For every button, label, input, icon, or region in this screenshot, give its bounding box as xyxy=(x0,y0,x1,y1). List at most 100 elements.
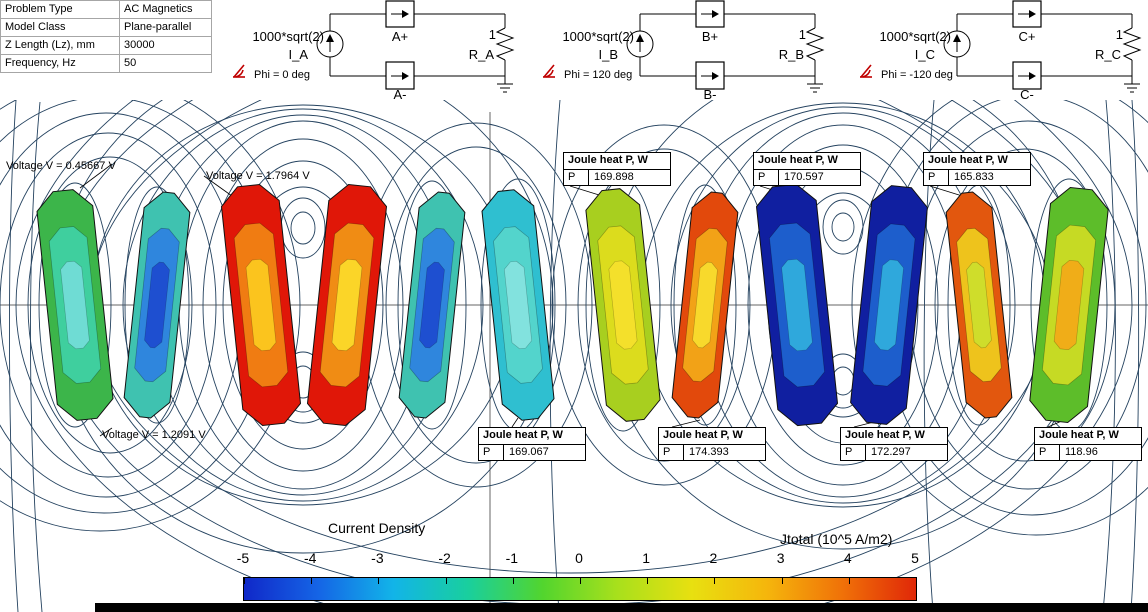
busbar[interactable] xyxy=(755,183,840,428)
legend-tick-mark xyxy=(378,578,380,584)
table-row: Frequency, Hz 50 xyxy=(1,55,212,73)
circuit-wires xyxy=(956,13,1133,84)
field-contours xyxy=(0,100,1148,612)
bottom-terminal-label: B- xyxy=(704,87,717,100)
phase-angle-label: Phi = -120 deg xyxy=(881,69,953,81)
bottom-terminal-label: C- xyxy=(1020,87,1034,100)
joule-param: P xyxy=(924,170,949,185)
joule-value: 118.96 xyxy=(1065,446,1098,458)
joule-heat-title: Joule heat P, W xyxy=(564,153,670,170)
joule-value: 165.833 xyxy=(954,171,994,183)
current-source-icon xyxy=(626,30,654,58)
source-value-label: 1000*sqrt(2) xyxy=(252,29,324,44)
circuit-phase-b: 1000*sqrt(2) I_B Phi = 120 deg B+ B- 1 R… xyxy=(543,0,825,100)
legend-tick-mark xyxy=(714,578,716,584)
busbar[interactable] xyxy=(306,183,389,428)
ground-icon xyxy=(807,83,823,93)
voltage-label[interactable]: Voltage V = 1.7964 V xyxy=(206,170,310,182)
joule-value: 169.067 xyxy=(509,446,549,458)
conductor-block-bottom-icon xyxy=(695,61,725,90)
busbar[interactable] xyxy=(849,184,930,427)
voltage-label[interactable]: Voltage V = 1.2091 V xyxy=(102,429,206,441)
resistor-icon xyxy=(1122,27,1142,61)
row-label: Problem Type xyxy=(1,1,120,18)
legend-tick: -5 xyxy=(236,550,250,566)
resistor-icon xyxy=(495,27,515,61)
top-terminal-label: A+ xyxy=(392,29,408,44)
busbar[interactable] xyxy=(480,188,556,422)
joule-heat-label[interactable]: Joule heat P, W P 165.833 xyxy=(923,152,1031,186)
joule-heat-title: Joule heat P, W xyxy=(924,153,1030,170)
resistor-value-label: 1 xyxy=(489,27,496,42)
joule-param: P xyxy=(841,445,866,460)
joule-heat-title: Joule heat P, W xyxy=(841,428,947,445)
resistor-icon xyxy=(805,27,825,61)
phase-angle-icon xyxy=(543,64,555,78)
joule-heat-label[interactable]: Joule heat P, W P 169.067 xyxy=(478,427,586,461)
joule-heat-label[interactable]: Joule heat P, W P 172.297 xyxy=(840,427,948,461)
current-source-icon xyxy=(943,30,971,58)
legend-tick: -3 xyxy=(371,550,384,566)
legend-tick-mark xyxy=(848,578,850,584)
ground-icon xyxy=(497,83,513,93)
resistor-value-label: 1 xyxy=(799,27,806,42)
joule-heat-label[interactable]: Joule heat P, W P 169.898 xyxy=(563,152,671,186)
joule-param: P xyxy=(1035,445,1060,460)
joule-heat-title: Joule heat P, W xyxy=(754,153,860,170)
table-row: Model Class Plane-parallel xyxy=(1,19,212,37)
busbar[interactable] xyxy=(397,190,466,420)
legend-tick: 3 xyxy=(776,550,785,566)
row-value: Plane-parallel xyxy=(120,19,212,36)
legend-tick: 0 xyxy=(575,550,583,566)
legend-tick: 5 xyxy=(911,550,919,566)
source-value-label: 1000*sqrt(2) xyxy=(562,29,634,44)
joule-value: 174.393 xyxy=(689,446,729,458)
joule-heat-label[interactable]: Joule heat P, W P 118.96 xyxy=(1034,427,1142,461)
busbar[interactable] xyxy=(944,190,1013,420)
busbar[interactable] xyxy=(35,188,115,423)
conductor-block-top-icon xyxy=(1012,0,1042,28)
busbar[interactable] xyxy=(220,183,303,428)
conductor-block-top-icon xyxy=(695,0,725,28)
legend-tick-mark xyxy=(445,578,447,584)
field-plot[interactable] xyxy=(0,100,1148,612)
row-label: Frequency, Hz xyxy=(1,55,120,72)
circuit-phase-a: 1000*sqrt(2) I_A Phi = 0 deg A+ A- 1 R_A xyxy=(233,0,515,100)
top-terminal-label: B+ xyxy=(702,29,718,44)
legend-tick-mark xyxy=(311,578,313,584)
circuit-wires xyxy=(639,13,816,84)
busbars-layer xyxy=(35,183,1110,428)
busbar[interactable] xyxy=(1028,186,1110,425)
bottom-terminal-label: A- xyxy=(394,87,407,100)
joule-heat-label[interactable]: Joule heat P, W P 174.393 xyxy=(658,427,766,461)
source-value-label: 1000*sqrt(2) xyxy=(879,29,951,44)
busbar[interactable] xyxy=(122,190,191,420)
legend-tick: -1 xyxy=(505,550,519,566)
resistor-name-label: R_A xyxy=(469,47,495,62)
legend-tick-mark xyxy=(244,578,245,584)
source-name-label: I_C xyxy=(915,47,935,62)
busbar[interactable] xyxy=(670,190,739,420)
joule-param: P xyxy=(564,170,589,185)
legend-tick: -2 xyxy=(438,550,451,566)
resistor-name-label: R_C xyxy=(1095,47,1121,62)
phase-angle-label: Phi = 0 deg xyxy=(254,69,310,81)
resistor-value-label: 1 xyxy=(1116,27,1123,42)
legend-tick: -4 xyxy=(303,550,317,566)
source-name-label: I_B xyxy=(598,47,618,62)
phase-angle-icon xyxy=(860,64,872,78)
row-label: Z Length (Lz), mm xyxy=(1,37,120,54)
joule-param: P xyxy=(659,445,684,460)
voltage-label[interactable]: Voltage V = 0.45667 V xyxy=(6,160,116,172)
joule-heat-title: Joule heat P, W xyxy=(659,428,765,445)
legend-tick-mark xyxy=(647,578,649,584)
table-row: Problem Type AC Magnetics xyxy=(1,1,212,19)
joule-heat-label[interactable]: Joule heat P, W P 170.597 xyxy=(753,152,861,186)
joule-param: P xyxy=(479,445,504,460)
legend-colorbar xyxy=(243,577,917,601)
joule-param: P xyxy=(754,170,779,185)
circuit-phase-c: 1000*sqrt(2) I_C Phi = -120 deg C+ C- 1 … xyxy=(860,0,1142,100)
busbar[interactable] xyxy=(584,187,662,423)
conductor-block-top-icon xyxy=(385,0,415,28)
legend-unit: Jtotal (10^5 A/m2) xyxy=(780,531,893,547)
